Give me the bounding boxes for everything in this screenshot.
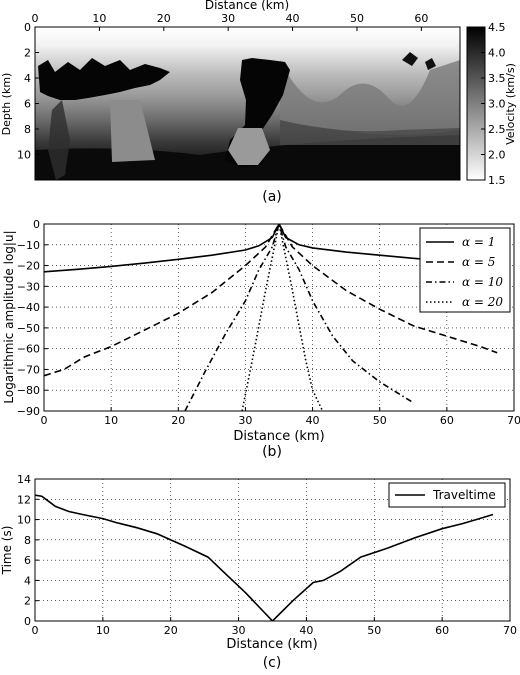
panel-b-legend-items: α = 1 α = 5 α = 10 α = 20 xyxy=(426,235,503,309)
y-tick-label: −40 xyxy=(17,301,40,314)
legend-label: α = 5 xyxy=(462,255,495,269)
panel-a-x-tick-label: 40 xyxy=(286,12,300,25)
y-tick-label: 12 xyxy=(17,493,31,506)
panel-b-caption: (b) xyxy=(262,444,282,460)
colorbar-tick-label: 2.0 xyxy=(488,149,506,162)
velocity-image xyxy=(35,27,460,180)
panel-c-series xyxy=(35,494,494,621)
colorbar-ticks: 4.5 4.0 3.5 3.0 2.5 2.0 1.5 xyxy=(481,21,506,187)
x-tick-label: 10 xyxy=(104,414,118,427)
panel-a-x-tick-label: 10 xyxy=(92,12,106,25)
y-tick-label: −20 xyxy=(17,260,40,273)
panel-a-x-axis-label: Distance (km) xyxy=(205,0,289,12)
x-tick-label: 30 xyxy=(238,414,252,427)
panel-c-y-axis-label: Time (s) xyxy=(0,526,14,576)
panel-c-frame xyxy=(34,478,511,622)
x-tick-label: 0 xyxy=(32,624,39,637)
y-tick-label: −70 xyxy=(17,363,40,376)
panel-a-y-tick-label: 10 xyxy=(17,149,31,162)
panel-a-x-tick-label: 20 xyxy=(157,12,171,25)
legend-label: α = 1 xyxy=(462,235,495,249)
colorbar-tick-label: 4.0 xyxy=(488,47,506,60)
panel-a-y-tick-label: 2 xyxy=(24,47,31,60)
x-tick-label: 0 xyxy=(41,414,48,427)
legend-label: α = 10 xyxy=(462,275,503,289)
panel-b-x-ticks: 0 10 20 30 40 50 60 70 xyxy=(41,407,520,427)
panel-c-caption: (c) xyxy=(263,655,282,671)
x-tick-label: 40 xyxy=(299,624,313,637)
panel-c-y-ticks: 0 2 4 6 8 10 12 14 xyxy=(17,473,39,628)
y-tick-label: 8 xyxy=(24,534,31,547)
x-tick-label: 20 xyxy=(171,414,185,427)
panel-b-y-axis-label: Logarithmic amplitude log|u| xyxy=(2,230,16,403)
panel-a-caption: (a) xyxy=(262,189,282,205)
series-line-1 xyxy=(35,494,494,621)
x-tick-label: 60 xyxy=(435,624,449,637)
x-tick-label: 70 xyxy=(507,414,520,427)
colorbar-tick-label: 3.5 xyxy=(488,72,506,85)
panel-a-velocity-model: 0 10 20 30 40 50 60 0 2 4 6 8 10 Distance (km) Dept… xyxy=(0,0,517,205)
panel-b-series xyxy=(44,224,498,411)
y-tick-label: 14 xyxy=(17,473,31,486)
panel-b-legend: α = 1 α = 5 α = 10 α = 20 xyxy=(419,227,511,313)
y-tick-label: 0 xyxy=(24,615,31,628)
series-line-2 xyxy=(44,224,498,377)
y-tick-label: −30 xyxy=(17,280,40,293)
colorbar-label: Velocity (km/s) xyxy=(504,63,517,145)
y-tick-label: −80 xyxy=(17,384,40,397)
legend-label: α = 20 xyxy=(462,295,503,309)
panel-c-legend: Traveltime xyxy=(388,482,506,508)
panel-c-x-ticks: 0 10 20 30 40 50 60 70 xyxy=(32,617,517,637)
y-tick-label: −90 xyxy=(17,405,40,418)
y-tick-label: −10 xyxy=(17,239,40,252)
panel-a-y-axis-label: Depth (km) xyxy=(0,73,13,136)
colorbar-tick-label: 4.5 xyxy=(488,21,506,34)
panel-a-y-ticks: 0 2 4 6 8 10 xyxy=(17,21,39,162)
panel-a-x-tick-label: 50 xyxy=(350,12,364,25)
y-tick-label: 6 xyxy=(24,554,31,567)
panel-b-x-axis-label: Distance (km) xyxy=(233,429,324,444)
x-tick-label: 60 xyxy=(440,414,454,427)
y-tick-label: −50 xyxy=(17,322,40,335)
series-line-4 xyxy=(241,224,324,411)
panel-a-x-tick-label: 60 xyxy=(414,12,428,25)
panel-a-y-tick-label: 4 xyxy=(24,72,31,85)
colorbar-tick-label: 1.5 xyxy=(488,174,506,187)
panel-c-legend-items: Traveltime xyxy=(395,488,496,502)
x-tick-label: 50 xyxy=(373,414,387,427)
y-tick-label: 2 xyxy=(24,595,31,608)
panel-b-frame xyxy=(43,223,515,412)
x-tick-label: 20 xyxy=(164,624,178,637)
x-tick-label: 50 xyxy=(367,624,381,637)
series-line-1 xyxy=(44,224,498,273)
panel-c-x-axis-label: Distance (km) xyxy=(226,637,317,652)
colorbar-tick-label: 3.0 xyxy=(488,98,506,111)
panel-c-traveltime: 0 10 20 30 40 50 60 70 0 2 4 6 8 10 12 14 Distance (km… xyxy=(0,473,517,671)
panel-a-y-tick-label: 6 xyxy=(24,98,31,111)
panel-a-x-ticks: 0 10 20 30 40 50 60 xyxy=(32,12,428,31)
panel-a-y-tick-label: 0 xyxy=(24,21,31,34)
x-tick-label: 30 xyxy=(232,624,246,637)
y-tick-label: 4 xyxy=(24,574,31,587)
x-tick-label: 70 xyxy=(503,624,517,637)
panel-b-y-ticks: 0 −10 −20 −30 −40 −50 −60 −70 −80 −90 xyxy=(17,218,48,418)
panel-a-x-tick-label: 0 xyxy=(32,12,39,25)
series-line-3 xyxy=(184,224,414,411)
y-tick-label: 0 xyxy=(33,218,40,231)
colorbar-tick-label: 2.5 xyxy=(488,123,506,136)
panel-a-y-tick-label: 8 xyxy=(24,123,31,136)
panel-a-x-tick-label: 30 xyxy=(221,12,235,25)
y-tick-label: 10 xyxy=(17,514,31,527)
legend-label: Traveltime xyxy=(432,488,496,502)
y-tick-label: −60 xyxy=(17,343,40,356)
panel-b-amplitude: 0 10 20 30 40 50 60 70 0 −10 −20 −30 −40 −50 −60 −70 −8… xyxy=(2,218,520,460)
x-tick-label: 40 xyxy=(306,414,320,427)
x-tick-label: 10 xyxy=(96,624,110,637)
